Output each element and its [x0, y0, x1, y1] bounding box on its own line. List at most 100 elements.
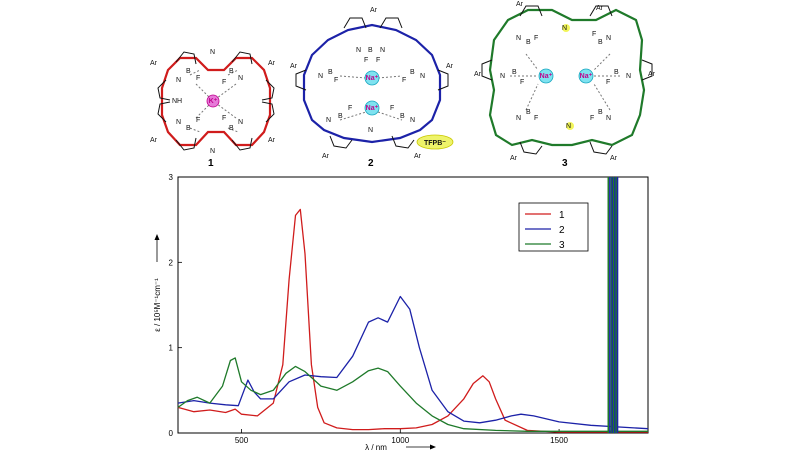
atom-b: B — [186, 68, 191, 75]
ar-group: Ar — [648, 71, 656, 78]
atom-n: N — [516, 35, 521, 42]
atom-f: F — [222, 79, 226, 86]
atom-f: F — [590, 115, 594, 122]
ar-group: Ar — [516, 1, 524, 8]
ar-group: Ar — [150, 60, 158, 67]
legend-label-2: 2 — [559, 225, 565, 236]
atom-b: B — [410, 69, 415, 76]
ar-group: Ar — [414, 153, 422, 160]
atom-b: B — [328, 69, 333, 76]
molecule-2-structure: Na⁺ Na⁺ N B N F F N B F N B F N B F N B … — [290, 7, 454, 169]
atom-f: F — [364, 57, 368, 64]
atom-n: N — [420, 73, 425, 80]
atom-f: F — [592, 31, 596, 38]
atom-n: N — [238, 75, 243, 82]
atom-n: N — [238, 119, 243, 126]
x-tick-label: 1500 — [550, 436, 568, 445]
molecule-3-label: 3 — [562, 158, 568, 169]
legend-label-3: 3 — [559, 240, 565, 251]
atom-f: F — [402, 77, 406, 84]
legend-label-1: 1 — [559, 210, 565, 221]
ar-group: Ar — [610, 155, 618, 162]
atom-f: F — [376, 57, 380, 64]
ar-group: Ar — [322, 153, 330, 160]
molecule-2-ion: Na⁺ — [366, 75, 379, 82]
atom-n: N — [210, 148, 215, 155]
atom-b: B — [614, 69, 619, 76]
ar-group: Ar — [268, 60, 276, 67]
atom-n: N — [562, 25, 567, 32]
y-axis-arrowhead — [154, 234, 160, 240]
axis-ticks: 0 1 2 3 500 1000 1500 — [169, 173, 569, 445]
atom-b: B — [598, 109, 603, 116]
atom-f: F — [196, 117, 200, 124]
molecule-2-ion: Na⁺ — [366, 105, 379, 112]
legend: 1 2 3 — [518, 202, 589, 252]
ar-group: Ar — [446, 63, 454, 70]
legend-box — [518, 202, 589, 252]
ar-group: Ar — [596, 5, 604, 12]
ar-group: Ar — [510, 155, 518, 162]
series-line-1 — [177, 208, 648, 433]
molecule-3-ion: Na⁺ — [540, 73, 553, 80]
atom-f: F — [534, 115, 538, 122]
series-group — [177, 208, 649, 433]
atom-n: N — [606, 35, 611, 42]
atom-n: N — [380, 47, 385, 54]
atom-b: B — [368, 47, 373, 54]
y-tick-label: 2 — [169, 258, 174, 267]
atom-b: B — [400, 113, 405, 120]
molecule-2-label: 2 — [368, 158, 374, 169]
y-tick-label: 1 — [169, 344, 174, 353]
atom-n: N — [500, 73, 505, 80]
atom-n: N — [626, 73, 631, 80]
tfpb-counterion: TFPB⁻ — [424, 140, 446, 147]
atom-n: N — [368, 127, 373, 134]
atom-f: F — [520, 79, 524, 86]
series-line-3 — [177, 357, 648, 432]
atom-b: B — [512, 69, 517, 76]
atom-f: F — [334, 77, 338, 84]
atom-b: B — [186, 125, 191, 132]
plot-frame — [177, 176, 649, 434]
atom-n: N — [326, 117, 331, 124]
atom-n: N — [566, 123, 571, 130]
atom-n: N — [176, 119, 181, 126]
atom-f: F — [606, 79, 610, 86]
atom-b: B — [526, 109, 531, 116]
atom-b: B — [338, 113, 343, 120]
atom-n: N — [410, 117, 415, 124]
molecule-1-structure: K⁺ N B F N B F N B F N B F NH N N Ar Ar … — [150, 49, 276, 169]
atom-n: N — [606, 115, 611, 122]
y-tick-label: 0 — [169, 429, 174, 438]
atom-n: N — [176, 77, 181, 84]
absorption-chart: 0 1 2 3 500 1000 1500 λ / nm ε / 10⁵M⁻¹cm⁻¹ 1 … — [153, 173, 649, 452]
ar-group: Ar — [150, 137, 158, 144]
x-tick-label: 1000 — [391, 436, 409, 445]
molecule-1-label: 1 — [208, 158, 214, 169]
noise-region — [607, 177, 619, 433]
y-axis-label: ε / 10⁵M⁻¹cm⁻¹ — [153, 278, 162, 332]
y-tick-label: 3 — [169, 173, 174, 182]
ar-group: Ar — [370, 7, 378, 14]
atom-n: N — [516, 115, 521, 122]
atom-n: N — [356, 47, 361, 54]
molecule-3-ion: Na⁺ — [580, 73, 593, 80]
atom-f: F — [348, 105, 352, 112]
atom-f: F — [390, 105, 394, 112]
atom-nh: NH — [172, 98, 182, 105]
x-tick-label: 500 — [235, 436, 249, 445]
x-axis-arrowhead — [430, 444, 436, 450]
series-line-2 — [177, 295, 649, 430]
atom-f: F — [222, 115, 226, 122]
atom-n: N — [318, 73, 323, 80]
x-axis-label: λ / nm — [365, 443, 387, 452]
atom-b: B — [229, 68, 234, 75]
atom-f: F — [196, 75, 200, 82]
atom-b: B — [526, 39, 531, 46]
atom-b: B — [598, 39, 603, 46]
atom-b: B — [229, 125, 234, 132]
ar-group: Ar — [290, 63, 298, 70]
ar-group: Ar — [474, 71, 482, 78]
